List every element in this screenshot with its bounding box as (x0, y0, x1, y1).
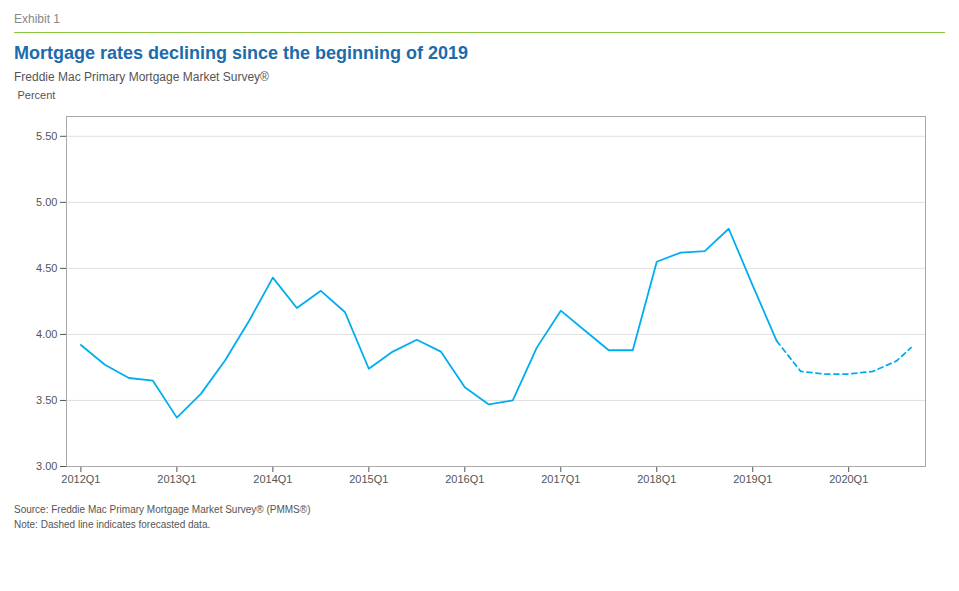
html-text:Source: Freddie Mac Primary Mo: Source: Freddie Mac Primary Mortgage Mar… (14, 504, 311, 515)
html-text:Mortgage rates declining since: Mortgage rates declining since the begin… (14, 43, 469, 63)
svg-text:2020Q1: 2020Q1 (829, 473, 868, 485)
svg-text:2018Q1: 2018Q1 (637, 473, 676, 485)
svg-text:Percent: Percent (18, 89, 56, 101)
svg-text:3.00: 3.00 (36, 460, 57, 472)
html-text:Freddie Mac Primary Mortgage M: Freddie Mac Primary Mortgage Market Surv… (14, 70, 269, 84)
svg-text:2012Q1: 2012Q1 (61, 473, 100, 485)
svg-text:2019Q1: 2019Q1 (733, 473, 772, 485)
html-text:Note: Dashed line indicates fo: Note: Dashed line indicates forecasted d… (14, 519, 211, 530)
svg-text:2017Q1: 2017Q1 (541, 473, 580, 485)
svg-text:2013Q1: 2013Q1 (157, 473, 196, 485)
svg-text:5.00: 5.00 (36, 196, 57, 208)
svg-text:2016Q1: 2016Q1 (445, 473, 484, 485)
svg-text:4.50: 4.50 (36, 262, 57, 274)
html-text:Exhibit 1: Exhibit 1 (14, 12, 60, 26)
svg-text:2014Q1: 2014Q1 (253, 473, 292, 485)
svg-text:2015Q1: 2015Q1 (349, 473, 388, 485)
svg-text:4.00: 4.00 (36, 328, 57, 340)
svg-text:5.50: 5.50 (36, 130, 57, 142)
svg-text:3.50: 3.50 (36, 394, 57, 406)
